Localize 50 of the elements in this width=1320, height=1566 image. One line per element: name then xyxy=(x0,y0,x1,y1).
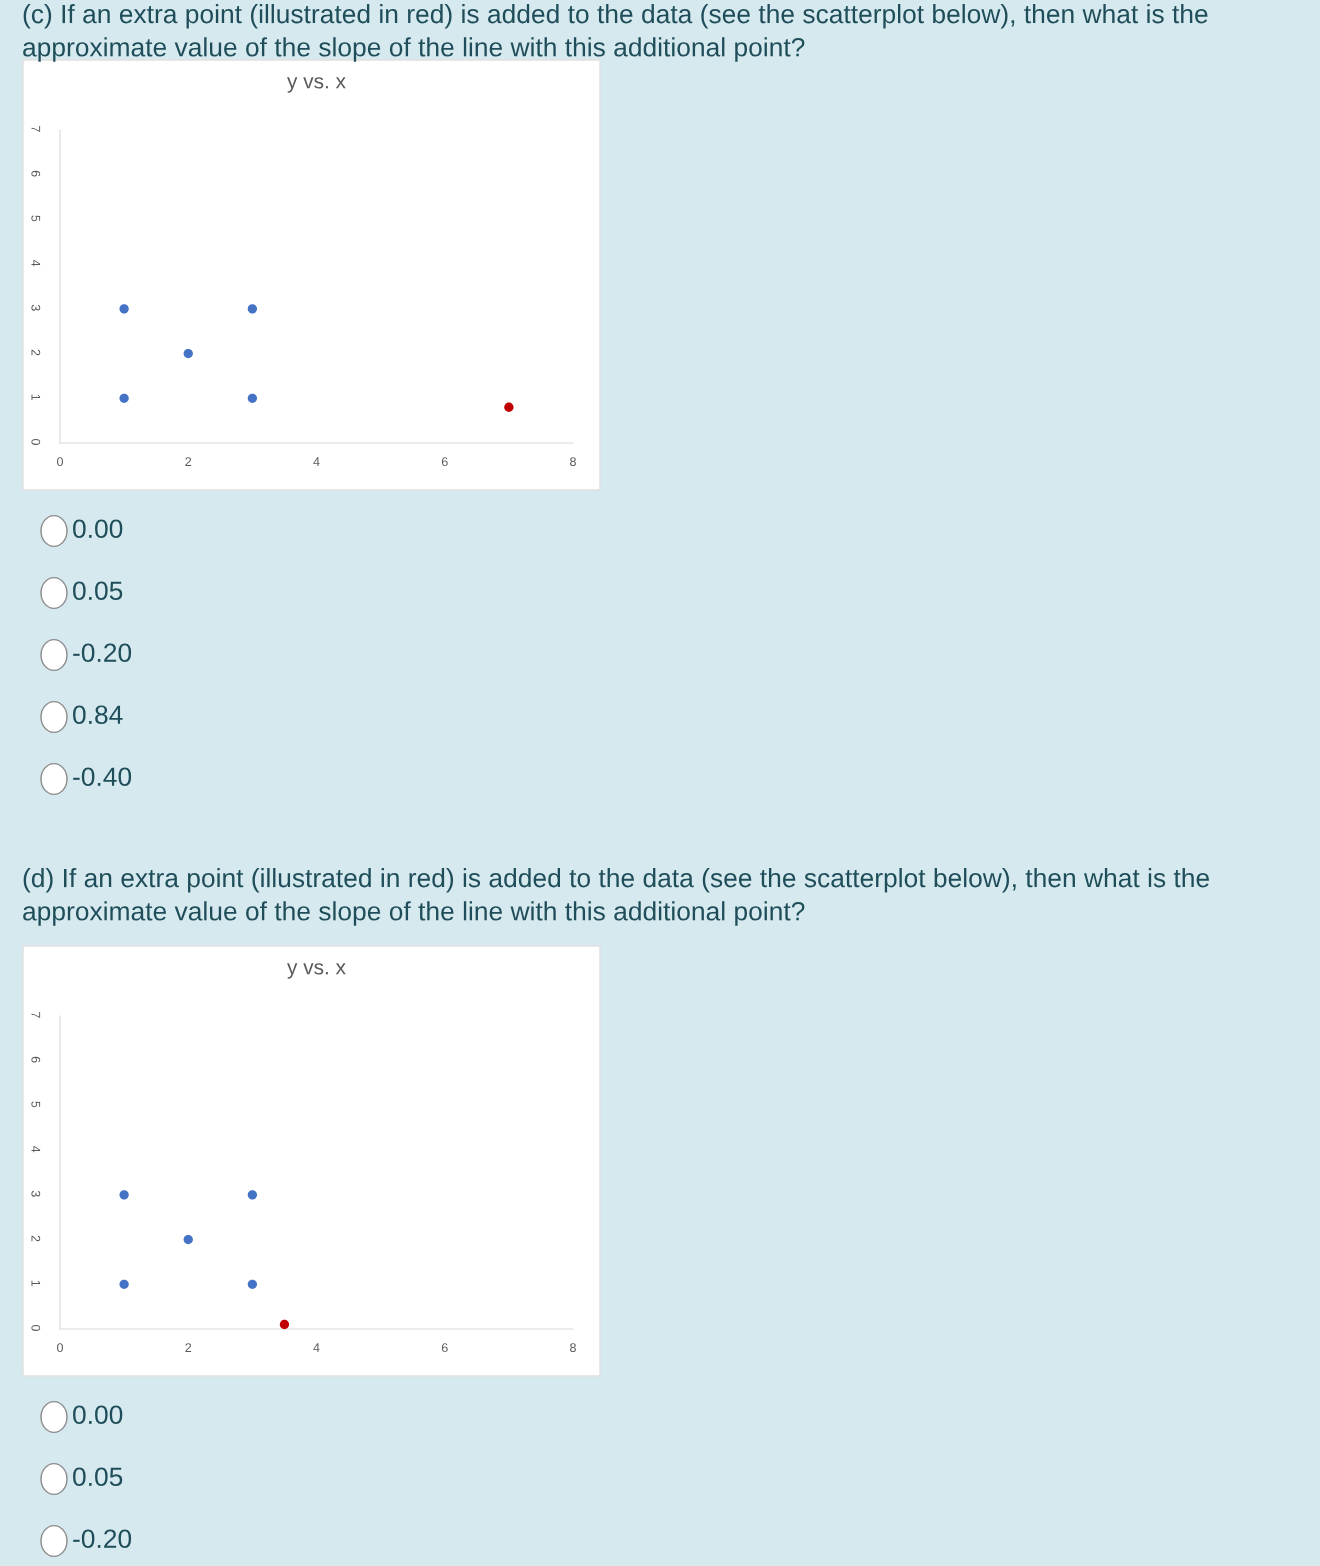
y-tick-label: 0 xyxy=(31,438,41,445)
text: 0.00 xyxy=(73,519,123,539)
y-tick-label: 6 xyxy=(31,170,41,177)
point xyxy=(247,1279,258,1289)
y-tick-label: 1 xyxy=(31,394,41,401)
text: 0.84 xyxy=(73,705,123,725)
chart-title: y vs. x xyxy=(287,963,346,979)
point xyxy=(247,393,258,403)
y-tick-label: 3 xyxy=(31,1190,41,1197)
x-tick-label: 4 xyxy=(313,457,320,466)
y-tick-label: 5 xyxy=(31,215,41,222)
x-tick-label: 2 xyxy=(185,457,192,466)
y-tick-label: 7 xyxy=(31,126,41,132)
x-tick-label: 4 xyxy=(313,1343,320,1352)
point xyxy=(504,402,514,412)
text: -0.20 xyxy=(73,643,132,663)
text: (d) If an extra point (illustrated in red) is added to the data (see the scatterplot below), then what is the approximate value of the slope of the line with this additional point? xyxy=(23,868,1209,926)
text: -0.20 xyxy=(73,1529,132,1549)
point xyxy=(119,1190,129,1200)
point xyxy=(279,1319,290,1330)
text: 0.05 xyxy=(73,1467,123,1487)
x-tick-label: 2 xyxy=(185,1343,192,1352)
y-tick-label: 5 xyxy=(31,1101,41,1108)
y-tick-label: 0 xyxy=(31,1324,41,1331)
y-tick-label: 1 xyxy=(31,1280,41,1287)
chart-title: y vs. x xyxy=(287,77,346,93)
y-tick-label: 2 xyxy=(31,349,41,356)
x-tick-label: 6 xyxy=(441,1343,448,1353)
point xyxy=(247,1190,258,1200)
y-tick-label: 6 xyxy=(31,1056,41,1063)
point xyxy=(183,1234,193,1245)
x-tick-label: 0 xyxy=(57,457,63,467)
x-tick-label: 0 xyxy=(57,1343,63,1353)
y-tick-label: 3 xyxy=(31,304,41,311)
text: 0.00 xyxy=(73,1405,123,1425)
point xyxy=(247,304,258,314)
y-tick-label: 4 xyxy=(31,1145,41,1153)
y-tick-label: 7 xyxy=(31,1012,41,1018)
text: -0.40 xyxy=(73,767,132,787)
point xyxy=(119,1279,129,1289)
y-tick-label: 4 xyxy=(31,259,41,267)
point xyxy=(119,393,129,403)
text: (c) If an extra point (illustrated in red) is added to the data (see the scatterplot below), then what is the approximate value of the slope of the line with this additional point? xyxy=(23,4,1208,62)
point xyxy=(119,304,129,314)
x-tick-label: 8 xyxy=(570,457,576,467)
point xyxy=(183,348,193,359)
y-tick-label: 2 xyxy=(31,1235,41,1242)
x-tick-label: 8 xyxy=(570,1343,576,1353)
x-tick-label: 6 xyxy=(441,457,448,467)
text: 0.05 xyxy=(73,581,123,601)
